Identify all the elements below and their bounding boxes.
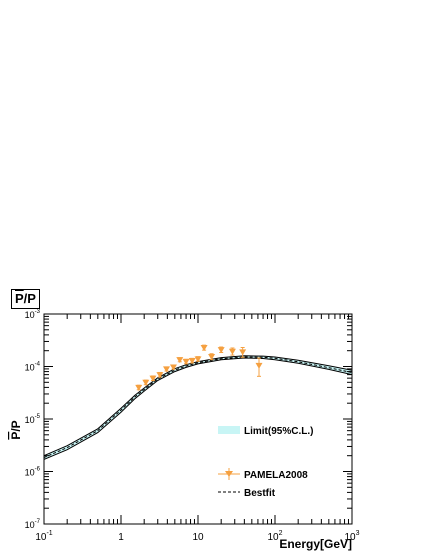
legend-swatch-pamela-marker <box>225 471 233 477</box>
pamela-marker <box>255 362 263 369</box>
y-tick-label-base: 10 <box>25 415 35 425</box>
x-tick-label: 10 <box>192 532 204 543</box>
chart-title-main: P <box>15 291 24 306</box>
y-tick-label-exponent: -3 <box>35 309 41 315</box>
pamela-points-layer <box>135 344 263 391</box>
y-axis-label: P/P <box>9 420 23 439</box>
pamela-point <box>135 384 143 391</box>
pamela-point <box>169 364 177 371</box>
chart-title-suffix: /P <box>23 291 36 306</box>
pamela-point <box>188 357 196 365</box>
axis-ticks-layer <box>43 314 352 525</box>
x-tick-label: 103 <box>344 530 359 543</box>
pamela-marker <box>169 364 177 371</box>
x-tick-label-base: 1 <box>118 532 124 543</box>
pamela-point <box>156 371 164 379</box>
y-tick-label: 10-7 <box>25 519 41 530</box>
pamela-point <box>239 347 247 358</box>
y-tick-label: 10-3 <box>25 309 41 320</box>
pamela-marker <box>149 375 157 382</box>
x-tick-label-exponent: 2 <box>279 530 283 537</box>
pamela-marker <box>194 356 202 363</box>
pamela-point <box>149 375 157 382</box>
x-axis-label: Energy[GeV] <box>279 537 352 551</box>
x-tick-label: 102 <box>267 530 282 543</box>
pamela-point <box>228 347 236 356</box>
y-tick-label: 10-6 <box>25 467 41 478</box>
y-tick-label-exponent: -4 <box>35 362 41 368</box>
pamela-point <box>217 346 225 354</box>
x-tick-label-base: 10 <box>344 532 356 543</box>
x-tick-label-exponent: 3 <box>356 530 360 537</box>
pamela-marker <box>176 357 184 364</box>
legend-label-limit: Limit(95%C.L.) <box>244 426 313 437</box>
legend-label-bestfit: Bestfit <box>244 488 276 499</box>
limit-band-lower-edge <box>44 357 352 460</box>
pamela-marker <box>228 348 236 355</box>
pamela-point <box>142 379 150 386</box>
legend: Limit(95%C.L.) PAMELA2008 Bestfit <box>218 426 313 499</box>
y-tick-label: 10-4 <box>25 362 41 373</box>
x-tick-label-exponent: -1 <box>46 530 52 537</box>
pamela-point <box>163 366 171 373</box>
pamela-point <box>255 357 263 377</box>
x-tick-label-base: 10 <box>35 532 47 543</box>
pamela-point <box>208 353 216 361</box>
y-tick-label: 10-5 <box>25 414 41 425</box>
y-tick-label-exponent: -7 <box>35 519 41 525</box>
chart-title: P/P <box>11 289 40 309</box>
pamela-point <box>182 358 190 365</box>
y-tick-label-base: 10 <box>25 468 35 478</box>
pamela-marker <box>200 345 208 352</box>
pamela-marker <box>135 384 143 391</box>
pamela-point <box>200 344 208 352</box>
x-tick-label: 1 <box>118 532 124 543</box>
y-axis-label-main: P <box>9 432 23 440</box>
pamela-marker <box>156 372 164 379</box>
x-tick-label: 10-1 <box>35 530 52 543</box>
bestfit-line <box>44 356 352 458</box>
y-tick-label-base: 10 <box>25 310 35 320</box>
plot-frame <box>43 313 353 525</box>
pamela-marker <box>163 366 171 373</box>
pamela-marker <box>188 358 196 365</box>
legend-label-pamela: PAMELA2008 <box>244 470 308 481</box>
pamela-marker <box>208 354 216 361</box>
pamela-point <box>176 357 184 364</box>
x-tick-label-base: 10 <box>192 532 204 543</box>
bestfit-layer <box>44 356 352 458</box>
plot-area <box>44 314 352 524</box>
pamela-marker <box>217 347 225 354</box>
pamela-marker <box>239 349 247 356</box>
pamela-marker <box>182 358 190 365</box>
y-tick-label-base: 10 <box>25 363 35 373</box>
x-tick-label-base: 10 <box>267 532 279 543</box>
y-tick-label-exponent: -6 <box>35 467 41 473</box>
y-tick-label-exponent: -5 <box>35 414 41 420</box>
pamela-marker <box>142 379 150 386</box>
y-axis-label-suffix: /P <box>9 420 23 431</box>
pamela-point <box>194 356 202 363</box>
legend-swatch-limit <box>218 426 240 434</box>
y-tick-label-base: 10 <box>25 520 35 530</box>
